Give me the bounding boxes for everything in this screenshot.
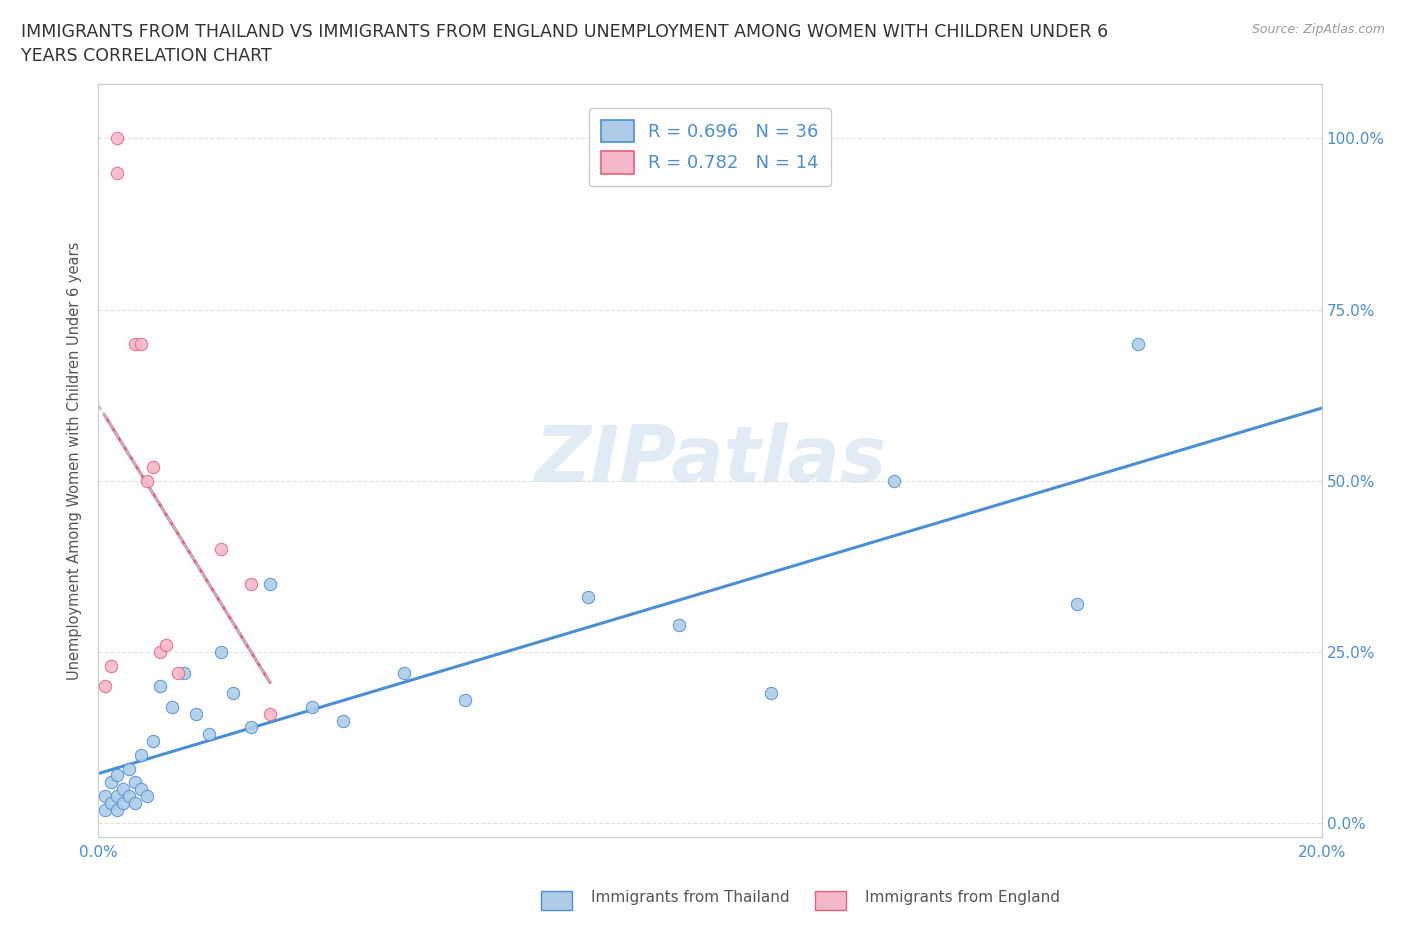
Point — [240, 720, 263, 735]
Point — [209, 644, 232, 659]
Point — [1128, 337, 1150, 352]
Point — [454, 693, 477, 708]
Point — [883, 473, 905, 488]
Legend: R = 0.696   N = 36, R = 0.782   N = 14: R = 0.696 N = 36, R = 0.782 N = 14 — [589, 108, 831, 186]
Point — [105, 166, 128, 180]
Point — [142, 459, 165, 474]
Point — [129, 748, 152, 763]
Point — [124, 795, 146, 810]
Point — [100, 775, 122, 790]
Point — [124, 775, 146, 790]
Point — [209, 542, 232, 557]
Point — [149, 679, 172, 694]
Text: Immigrants from Thailand: Immigrants from Thailand — [591, 890, 789, 905]
Y-axis label: Unemployment Among Women with Children Under 6 years: Unemployment Among Women with Children U… — [67, 241, 83, 680]
Point — [105, 768, 128, 783]
Text: IMMIGRANTS FROM THAILAND VS IMMIGRANTS FROM ENGLAND UNEMPLOYMENT AMONG WOMEN WIT: IMMIGRANTS FROM THAILAND VS IMMIGRANTS F… — [21, 23, 1108, 65]
Point — [197, 727, 219, 742]
Point — [759, 685, 782, 700]
Point — [129, 337, 152, 352]
Point — [142, 734, 165, 749]
Point — [105, 131, 128, 146]
Point — [167, 665, 190, 680]
Point — [1066, 597, 1088, 612]
Point — [124, 337, 146, 352]
Point — [93, 679, 115, 694]
Point — [668, 618, 690, 632]
Point — [301, 699, 323, 714]
Point — [149, 644, 172, 659]
Point — [105, 803, 128, 817]
Point — [111, 781, 134, 796]
Point — [118, 761, 141, 776]
Point — [160, 699, 183, 714]
Point — [155, 638, 177, 653]
Point — [332, 713, 354, 728]
Point — [129, 781, 152, 796]
Point — [100, 658, 122, 673]
Point — [136, 473, 159, 488]
Text: Source: ZipAtlas.com: Source: ZipAtlas.com — [1251, 23, 1385, 36]
Point — [100, 795, 122, 810]
Point — [576, 590, 599, 604]
Text: ZIPatlas: ZIPatlas — [534, 422, 886, 498]
Point — [259, 706, 281, 721]
Point — [93, 789, 115, 804]
Point — [240, 577, 263, 591]
Point — [118, 789, 141, 804]
Point — [186, 706, 208, 721]
Point — [136, 789, 159, 804]
Point — [392, 665, 416, 680]
Point — [173, 665, 195, 680]
Text: Immigrants from England: Immigrants from England — [865, 890, 1060, 905]
Point — [105, 789, 128, 804]
Point — [259, 577, 281, 591]
Point — [93, 803, 115, 817]
Point — [111, 795, 134, 810]
Point — [222, 685, 245, 700]
